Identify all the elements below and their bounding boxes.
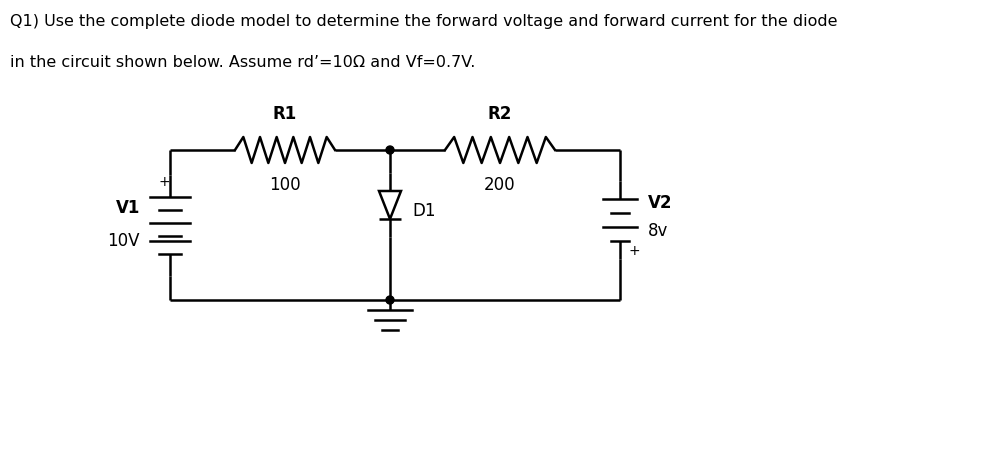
Text: 10V: 10V: [108, 232, 140, 249]
Circle shape: [386, 147, 394, 155]
Text: V1: V1: [116, 198, 140, 217]
Text: +: +: [628, 243, 640, 258]
Text: Q1) Use the complete diode model to determine the forward voltage and forward cu: Q1) Use the complete diode model to dete…: [10, 14, 838, 29]
Text: 200: 200: [484, 176, 516, 193]
Text: R1: R1: [273, 105, 297, 123]
Text: R2: R2: [488, 105, 512, 123]
Text: 8v: 8v: [648, 222, 668, 239]
Text: in the circuit shown below. Assume rd’=10Ω and Vf=0.7V.: in the circuit shown below. Assume rd’=1…: [10, 55, 476, 70]
Text: V2: V2: [648, 193, 672, 212]
Circle shape: [386, 296, 394, 304]
Text: D1: D1: [412, 202, 436, 219]
Text: 100: 100: [270, 176, 301, 193]
Text: +: +: [158, 175, 170, 188]
